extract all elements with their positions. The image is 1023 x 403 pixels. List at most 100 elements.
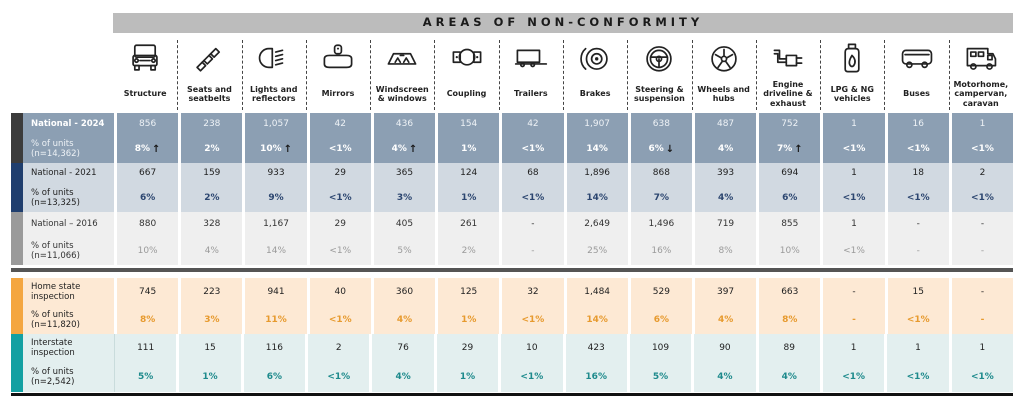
count-value: 42 xyxy=(527,119,539,129)
count-value: 1,496 xyxy=(648,219,675,229)
percent-value-wrap: 4% xyxy=(759,361,820,392)
table-cell: 29 1% xyxy=(433,334,498,392)
table-cell: 933 9% xyxy=(242,163,306,212)
percent-value-wrap: 4% xyxy=(695,135,756,163)
count-value: 855 xyxy=(781,219,799,229)
percent-value-wrap: 4% xyxy=(695,183,756,212)
percent-value: <1% xyxy=(328,192,352,203)
table-cell: 694 6% xyxy=(756,163,820,212)
percent-value-wrap: 4% xyxy=(694,361,755,392)
table-cell: 1,907 14% xyxy=(563,113,628,163)
category-label: Engine driveline & exhaust xyxy=(763,79,813,108)
percent-value-wrap: 5% xyxy=(115,361,176,392)
table-cell: 116 6% xyxy=(240,334,305,392)
percent-value: <1% xyxy=(906,192,930,203)
table-cell: 124 1% xyxy=(435,163,499,212)
count-value: 68 xyxy=(527,168,539,178)
percent-value: 10% xyxy=(779,245,800,256)
percent-value: 6% xyxy=(139,192,156,203)
count-value: 261 xyxy=(460,219,478,229)
count-value: 124 xyxy=(460,168,478,178)
percent-value-wrap: 2% xyxy=(181,183,242,212)
rearview-mirror-icon xyxy=(321,38,355,78)
percent-value-wrap: 16% xyxy=(566,361,627,392)
count-value: 1 xyxy=(915,342,921,353)
percent-value: 4% xyxy=(717,314,734,325)
percent-value: 4% xyxy=(717,192,734,203)
percent-value: 14% xyxy=(586,144,608,154)
count-value: 529 xyxy=(652,286,670,297)
percent-value: <1% xyxy=(906,314,930,325)
group-color-bar xyxy=(11,163,23,212)
group-name: National - 2024 xyxy=(31,119,105,129)
count-value: 2 xyxy=(335,342,342,353)
percent-value: 2% xyxy=(204,144,220,154)
table-cell: 40 <1% xyxy=(306,278,371,334)
sample-size-label: % of units (n=14,362) xyxy=(31,139,80,159)
category-header: Motorhome, campervan, caravan xyxy=(948,38,1013,110)
count-value: 1 xyxy=(851,168,857,178)
row-label: National – 2016 % of units (n=11,066) xyxy=(23,212,114,265)
count-value: 405 xyxy=(395,219,414,229)
percent-value: <1% xyxy=(327,371,351,382)
percent-value-wrap: <1% xyxy=(310,305,371,334)
count-value: 663 xyxy=(781,286,799,297)
table-cell: 868 7% xyxy=(627,163,692,212)
bottom-rule xyxy=(11,393,1013,396)
table-cell: -- xyxy=(884,212,949,265)
table-cell: 29 <1% xyxy=(306,212,371,265)
section-title: AREAS OF NON-CONFORMITY xyxy=(422,15,704,29)
percent-value-wrap: <1% xyxy=(823,361,884,392)
truck-front-icon xyxy=(128,38,162,78)
category-label: Brakes xyxy=(579,89,611,99)
count-value: 40 xyxy=(334,286,346,297)
percent-value-wrap: <1% xyxy=(308,361,369,392)
count-value: 1,896 xyxy=(584,168,611,178)
percent-value-wrap: <1% xyxy=(823,183,884,212)
percent-value-wrap: 8% ↑ xyxy=(117,135,178,163)
percent-value-wrap: 1% xyxy=(438,305,499,334)
count-value: 365 xyxy=(395,168,414,178)
percent-value: <1% xyxy=(843,245,865,256)
percent-value-wrap: 7% ↑ xyxy=(759,135,820,163)
percent-value: <1% xyxy=(329,245,352,256)
category-label: Structure xyxy=(123,89,167,99)
row-label: National - 2024 % of units (n=14,362) xyxy=(23,113,114,163)
count-value: 159 xyxy=(203,168,221,178)
row-label: Interstate inspection % of units (n=2,542… xyxy=(23,334,114,392)
table-cell: -- xyxy=(820,278,884,334)
trend-up-icon: ↑ xyxy=(152,143,161,155)
table-cell: 436 4% ↑ xyxy=(370,113,435,163)
percent-value: <1% xyxy=(971,144,994,154)
percent-value-wrap: 1% xyxy=(438,183,499,212)
steering-wheel-icon xyxy=(642,38,676,78)
percent-value-wrap: 7% xyxy=(631,183,692,212)
group-color-bar xyxy=(11,113,23,163)
category-label: Buses xyxy=(903,89,930,99)
percent-value-wrap: 25% xyxy=(567,236,628,265)
count-value: 109 xyxy=(651,342,670,353)
percent-value: 4% xyxy=(395,371,411,382)
count-value: - xyxy=(531,219,535,229)
percent-value-wrap: 4% xyxy=(181,236,242,265)
percent-value-wrap: <1% xyxy=(823,135,884,163)
percent-value: <1% xyxy=(842,144,866,154)
percent-value-wrap: 16% xyxy=(631,236,692,265)
count-value: 1,167 xyxy=(263,219,289,229)
percent-value-wrap: 14% xyxy=(567,135,628,163)
group-name: National - 2021 xyxy=(31,168,97,178)
count-value: 933 xyxy=(267,168,285,178)
percent-value-wrap: <1% xyxy=(888,135,949,163)
table-cell: 18 <1% xyxy=(884,163,949,212)
percent-value-wrap: <1% xyxy=(502,305,563,334)
percent-value-wrap: <1% xyxy=(888,183,949,212)
percent-value: <1% xyxy=(520,371,544,382)
percent-value-wrap: 6% xyxy=(759,183,820,212)
count-value: 423 xyxy=(587,342,605,353)
count-value: 719 xyxy=(716,219,735,229)
windscreen-icon xyxy=(385,38,419,78)
count-value: 397 xyxy=(716,286,735,297)
count-value: 868 xyxy=(652,168,670,178)
percent-value: <1% xyxy=(970,371,994,382)
percent-value: 9% xyxy=(268,192,284,203)
